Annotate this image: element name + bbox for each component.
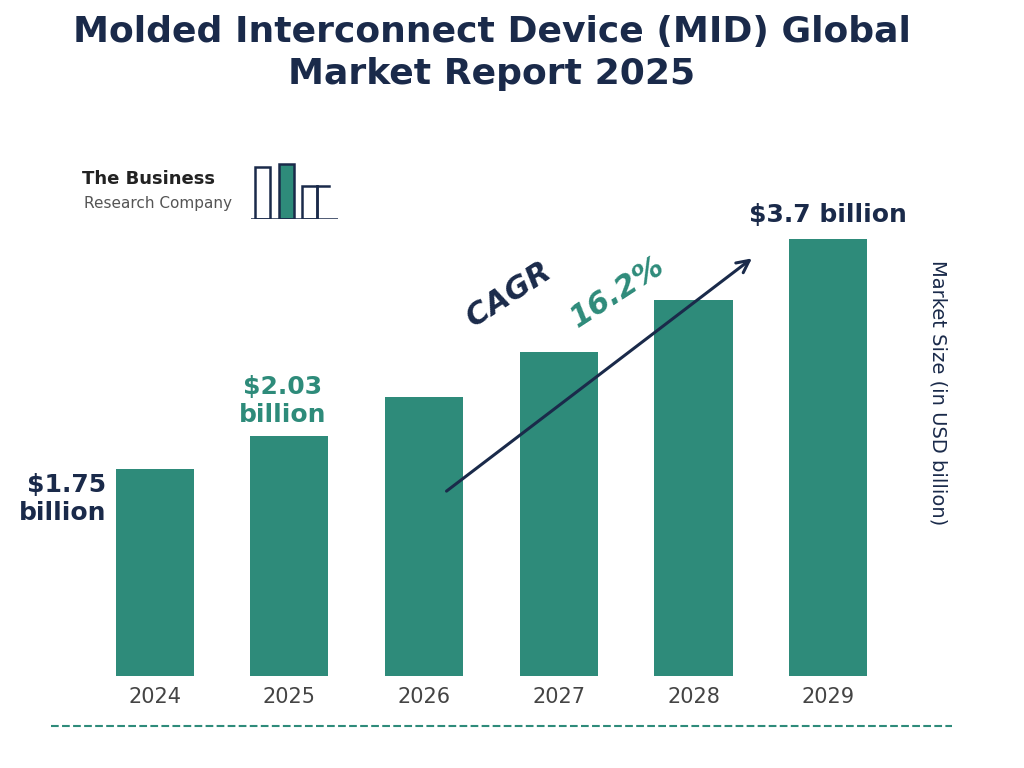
Bar [116, 469, 194, 676]
Y-axis label: Market Size (in USD billion): Market Size (in USD billion) [929, 260, 947, 525]
Text: $2.03
billion: $2.03 billion [239, 375, 327, 427]
Bar [385, 397, 463, 676]
Bar [302, 187, 317, 219]
Bar [279, 164, 294, 219]
Text: $1.75
billion: $1.75 billion [18, 473, 106, 525]
Text: The Business: The Business [82, 170, 215, 188]
Text: CAGR: CAGR [462, 252, 565, 333]
Bar [255, 167, 270, 219]
Bar [250, 436, 329, 676]
Text: $3.7 billion: $3.7 billion [750, 204, 907, 227]
Text: Research Company: Research Company [84, 196, 232, 211]
Bar [520, 353, 598, 676]
Bar [654, 300, 732, 676]
Text: 16.2%: 16.2% [565, 251, 670, 333]
Title: Molded Interconnect Device (MID) Global
Market Report 2025: Molded Interconnect Device (MID) Global … [73, 15, 910, 91]
Bar [790, 239, 867, 676]
